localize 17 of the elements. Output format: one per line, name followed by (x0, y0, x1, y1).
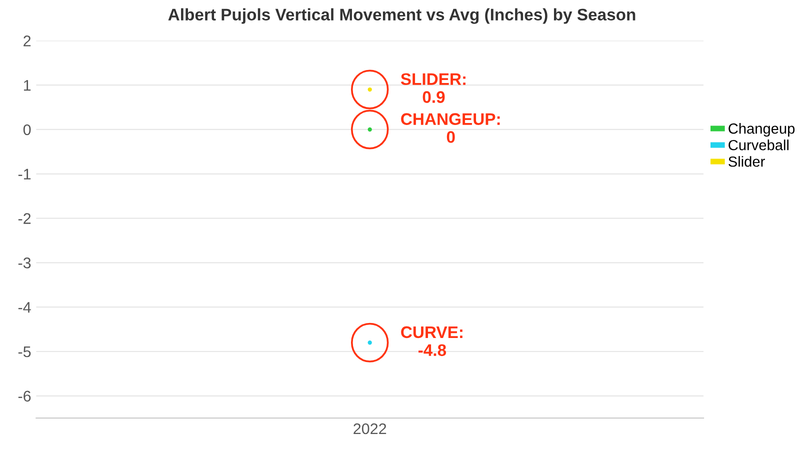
chart-title: Albert Pujols Vertical Movement vs Avg (Inches) by Season (168, 8, 636, 24)
y-tick-label: -5 (18, 346, 31, 358)
legend-label: Curveball (728, 140, 788, 150)
y-tick-label: 2 (24, 36, 31, 46)
y-tick-label: 1 (24, 80, 31, 91)
y-tick-label: -1 (18, 168, 31, 180)
annotation: SLIDER: 0.9 (400, 73, 466, 103)
y-tick-label: -2 (18, 213, 31, 224)
y-tick-label: -3 (18, 258, 31, 268)
annotation: CHANGEUP: 0 (401, 113, 500, 143)
legend-label: Changeup (728, 123, 795, 137)
y-tick-label: -4 (18, 302, 31, 313)
annotation: CURVE: -4.8 (401, 326, 462, 356)
y-tick-label: 0 (23, 124, 31, 136)
legend-label: Slider (728, 156, 765, 167)
y-tick-label: -6 (18, 390, 31, 402)
x-tick-label: 2022 (354, 423, 386, 434)
